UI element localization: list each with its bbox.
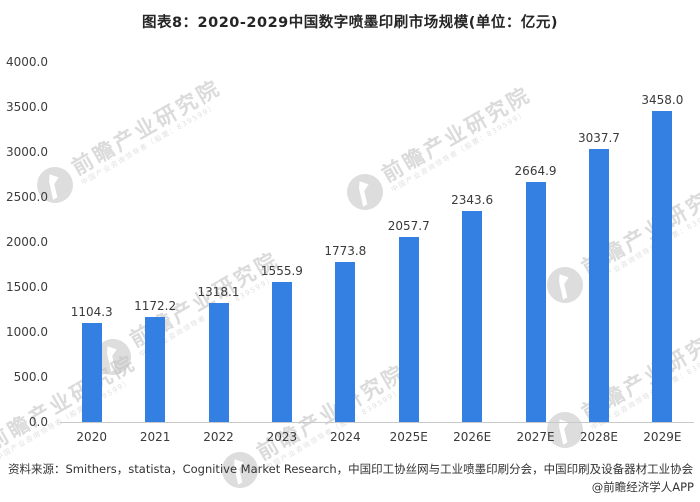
bar-slot: 1773.8 <box>314 62 377 422</box>
x-category-label: 2021 <box>139 430 171 444</box>
bar-value-label: 1104.3 <box>70 304 113 319</box>
x-category-label: 2025E <box>389 430 428 444</box>
y-tick-label: 1500.0 <box>6 280 48 294</box>
bar-slot: 2057.7 <box>377 62 440 422</box>
bar-value-label: 3037.7 <box>577 130 620 145</box>
y-tick-label: 1000.0 <box>6 325 48 339</box>
bar <box>462 211 483 422</box>
y-tick-label: 0.0 <box>28 415 48 429</box>
bar-value-label: 2057.7 <box>387 218 430 233</box>
y-tick-label: 2500.0 <box>6 190 48 204</box>
y-tick-label: 3000.0 <box>6 145 48 159</box>
bar-slot: 1172.2 <box>123 62 186 422</box>
bar-value-label: 1555.9 <box>260 263 303 278</box>
bar-slot: 1318.1 <box>187 62 250 422</box>
bar-value-label: 1773.8 <box>324 244 367 259</box>
chart-title: 图表8：2020-2029中国数字喷墨印刷市场规模(单位：亿元) <box>141 15 559 31</box>
x-category-label: 2027E <box>516 430 555 444</box>
x-axis: 2020 2021 2022 2023 2024 2025E 2026E 2027E 2028E… <box>60 430 694 444</box>
bar <box>271 281 292 422</box>
bar <box>208 303 229 422</box>
bar-value-label: 1318.1 <box>197 285 240 300</box>
bar-value-label: 3458.0 <box>641 92 684 107</box>
bar <box>588 148 609 422</box>
y-tick-label: 3500.0 <box>6 100 48 114</box>
x-category-label: 2026E <box>453 430 492 444</box>
bar-slot: 2664.9 <box>504 62 567 422</box>
bar <box>145 316 166 422</box>
source-note: 资料来源：Smithers，statista，Cognitive Market … <box>8 462 694 476</box>
x-category-label: 2022 <box>203 430 234 444</box>
bar-slot: 2343.6 <box>440 62 503 422</box>
bar <box>398 236 419 422</box>
bar-value-label: 2343.6 <box>451 193 494 208</box>
x-category-label: 2028E <box>579 430 619 444</box>
bar <box>652 110 673 422</box>
x-category-label: 2029E <box>643 430 682 444</box>
bar-slot: 3458.0 <box>631 62 694 422</box>
y-tick-label: 4000.0 <box>6 55 48 69</box>
bar-slot: 1555.9 <box>250 62 313 422</box>
x-category-label: 2024 <box>330 430 361 444</box>
plot-area: 1104.3 1172.2 1318.1 1555.9 1773.8 2057.7 2343… <box>60 62 694 423</box>
y-tick-label: 2000.0 <box>6 235 48 249</box>
x-category-label: 2020 <box>76 430 107 444</box>
bar-value-label: 2664.9 <box>514 164 557 179</box>
credit-note: @前瞻经济学人APP <box>591 480 694 494</box>
x-category-label: 2023 <box>266 430 298 444</box>
y-tick-label: 500.0 <box>13 370 48 384</box>
bar <box>335 262 356 422</box>
bar <box>525 182 546 422</box>
bar-value-label: 1172.2 <box>134 298 177 313</box>
bar-slot: 1104.3 <box>60 62 123 422</box>
bar-slot: 3037.7 <box>567 62 630 422</box>
bar <box>81 322 102 422</box>
